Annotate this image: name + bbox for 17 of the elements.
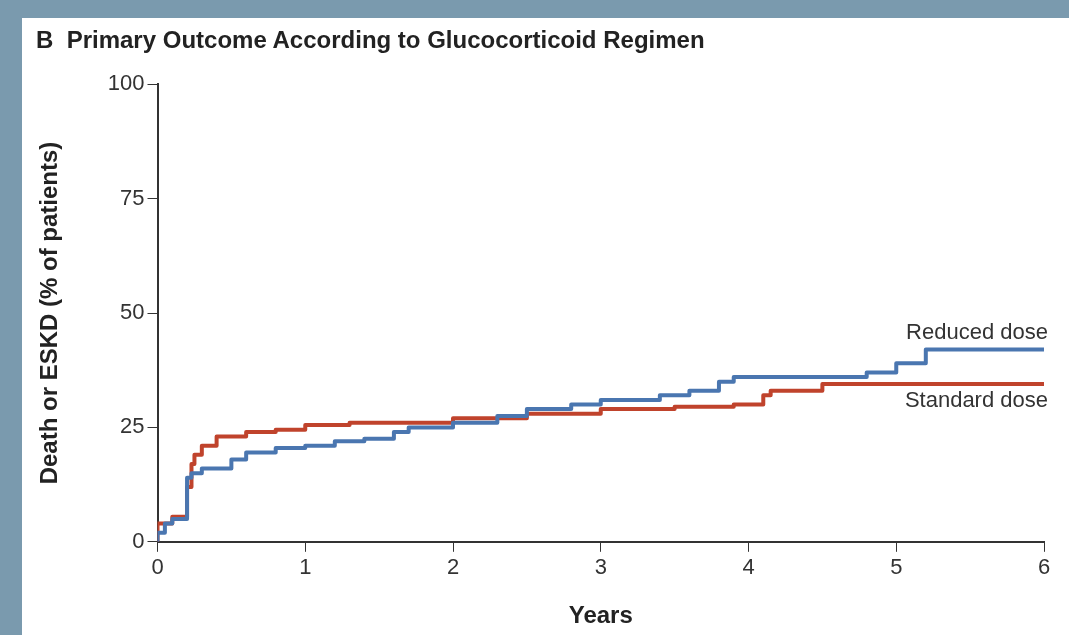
y-tick-label: 25: [120, 413, 145, 439]
x-tick-label: 0: [151, 554, 164, 580]
x-tick-label: 2: [446, 554, 460, 580]
y-tick-label: 75: [120, 184, 145, 210]
chart-title: B Primary Outcome According to Glucocorticoid Regimen: [36, 26, 705, 54]
y-tick-label: 50: [120, 299, 145, 325]
y-tick-label: 100: [107, 70, 145, 96]
x-axis-title: Years: [568, 601, 633, 629]
x-tick-label: 4: [742, 554, 755, 580]
x-tick-label: 1: [299, 554, 312, 580]
series-label: Standard dose: [904, 386, 1048, 412]
x-tick-label: 6: [1037, 554, 1051, 580]
y-tick-label: 0: [132, 527, 145, 553]
x-tick-label: 5: [890, 554, 903, 580]
y-axis-title: Death or ESKD (% of patients): [35, 141, 63, 485]
series-label: Reduced dose: [906, 318, 1048, 344]
x-tick-label: 3: [594, 554, 607, 580]
